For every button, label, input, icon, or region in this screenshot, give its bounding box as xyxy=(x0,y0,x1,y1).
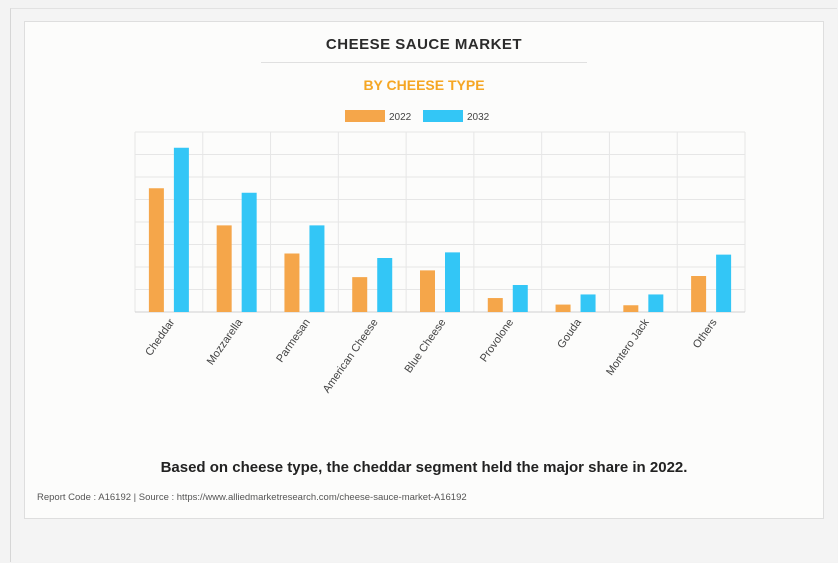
bar-2032-2 xyxy=(309,225,325,312)
bar-2032-7 xyxy=(648,294,664,312)
chart-subtitle: BY CHEESE TYPE xyxy=(363,77,485,93)
x-tick-label: Others xyxy=(691,316,720,350)
chart-caption: Based on cheese type, the cheddar segmen… xyxy=(160,459,688,476)
legend-label-2032: 2032 xyxy=(467,112,490,123)
x-tick-label: Gouda xyxy=(555,316,584,351)
bar-2022-4 xyxy=(420,270,435,312)
bar-2032-6 xyxy=(580,294,596,312)
x-tick-label: Blue Cheese xyxy=(402,317,448,375)
bar-2032-4 xyxy=(445,252,460,312)
bar-2022-8 xyxy=(691,276,707,312)
bar-2022-6 xyxy=(555,304,571,312)
bar-2032-8 xyxy=(716,254,732,312)
report-source: Report Code : A16192 | Source : https://… xyxy=(37,492,467,503)
legend-label-2022: 2022 xyxy=(389,112,412,123)
bar-2032-5 xyxy=(512,285,528,312)
bar-2032-3 xyxy=(377,258,393,312)
bar-2022-2 xyxy=(284,253,300,312)
bar-2022-0 xyxy=(148,188,164,312)
x-tick-label: American Cheese xyxy=(321,317,381,396)
bar-2022-5 xyxy=(487,298,503,312)
x-tick-label: Provolone xyxy=(478,317,516,364)
bar-2022-3 xyxy=(352,277,368,312)
legend-swatch-2022 xyxy=(345,110,385,122)
x-tick-label: Cheddar xyxy=(143,317,177,359)
x-tick-label: Mozzarella xyxy=(205,316,246,367)
bar-2022-1 xyxy=(216,225,232,312)
title-divider xyxy=(261,62,587,63)
bar-chart: Cheddar Mozzarella Parmesan American Cheese… xyxy=(134,110,746,396)
bar-2022-7 xyxy=(623,305,639,312)
legend-swatch-2032 xyxy=(423,110,463,122)
x-tick-label: Parmesan xyxy=(274,317,313,365)
x-tick-label: Montero Jack xyxy=(604,316,652,377)
bar-2032-0 xyxy=(173,147,189,312)
chart-title: CHEESE SAUCE MARKET xyxy=(325,36,523,53)
bar-2032-1 xyxy=(241,192,257,312)
chart-card: CHEESE SAUCE MARKET BY CHEESE TYPE Chedd… xyxy=(24,21,824,519)
